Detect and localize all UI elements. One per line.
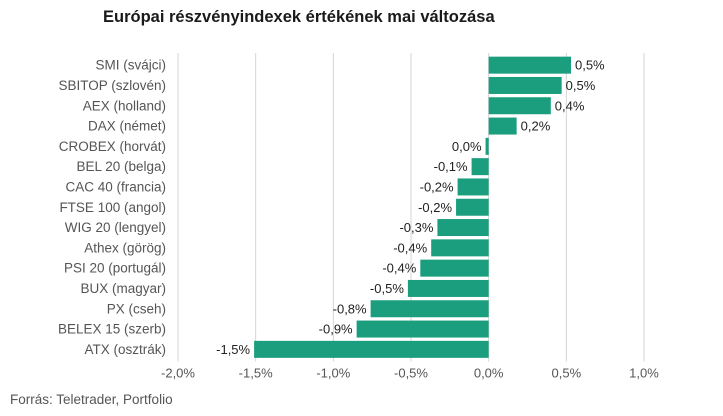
bar [457,178,489,196]
category-label: PX (cseh) [107,301,166,316]
category-label: SBITOP (szlovén) [58,78,166,93]
value-label: 0,5% [575,58,605,73]
category-label: CROBEX (horvát) [59,139,166,154]
value-label: -0,2% [418,200,452,215]
x-tick-label: -1,0% [316,366,350,381]
value-labels: 0,5% 0,5% 0,4% 0,2% 0,0% -0,1% -0,2% -0,2% -0,3%… [216,58,605,357]
category-label: BELEX 15 (szerb) [58,322,166,337]
bar [370,300,489,318]
value-label: -0,2% [420,179,454,194]
bar [488,56,571,74]
bar [488,117,517,135]
x-tick-label: 0,5% [552,366,582,381]
bar [407,279,489,297]
bar [485,137,489,155]
category-label: CAC 40 (francia) [65,179,166,194]
x-tick-label: -0,5% [394,366,428,381]
bar [471,158,489,176]
category-label: Athex (görög) [84,240,166,255]
value-label: -0,3% [399,220,433,235]
value-label: 0,2% [521,119,551,134]
category-label: BUX (magyar) [80,281,166,296]
category-label: PSI 20 (portugál) [64,261,166,276]
value-label: 0,4% [555,98,585,113]
x-tick-label: 1,0% [629,366,659,381]
bar [456,198,489,216]
value-label: -0,9% [319,322,353,337]
bar [488,97,551,115]
value-label: -1,5% [216,342,250,357]
category-label: SMI (svájci) [96,58,167,73]
bar [431,239,489,257]
value-label: -0,8% [333,301,367,316]
category-label: WIG 20 (lengyel) [65,220,166,235]
bar [254,340,489,358]
category-label: ATX (osztrák) [84,342,166,357]
bar [356,320,489,338]
x-tick-label: -1,5% [239,366,273,381]
bar [437,219,489,237]
bar [420,259,489,277]
x-axis-tick-labels: -2,0% -1,5% -1,0% -0,5% 0,0% 0,5% 1,0% [161,366,659,381]
value-label: 0,0% [452,139,482,154]
x-tick-label: 0,0% [474,366,504,381]
category-label: FTSE 100 (angol) [59,200,166,215]
source-note: Forrás: Teletrader, Portfolio [10,392,173,407]
value-label: -0,4% [382,261,416,276]
value-label: -0,4% [393,240,427,255]
category-label: BEL 20 (belga) [76,159,166,174]
category-label: AEX (holland) [83,98,166,113]
category-labels: SMI (svájci) SBITOP (szlovén) AEX (holland… [58,58,166,357]
category-label: DAX (német) [88,119,166,134]
value-label: 0,5% [566,78,596,93]
x-tick-label: -2,0% [161,366,195,381]
bar [488,76,562,94]
bars [254,56,571,358]
chart-title: Európai részvényindexek értékének mai vá… [103,8,495,26]
value-label: -0,1% [434,159,468,174]
value-label: -0,5% [370,281,404,296]
